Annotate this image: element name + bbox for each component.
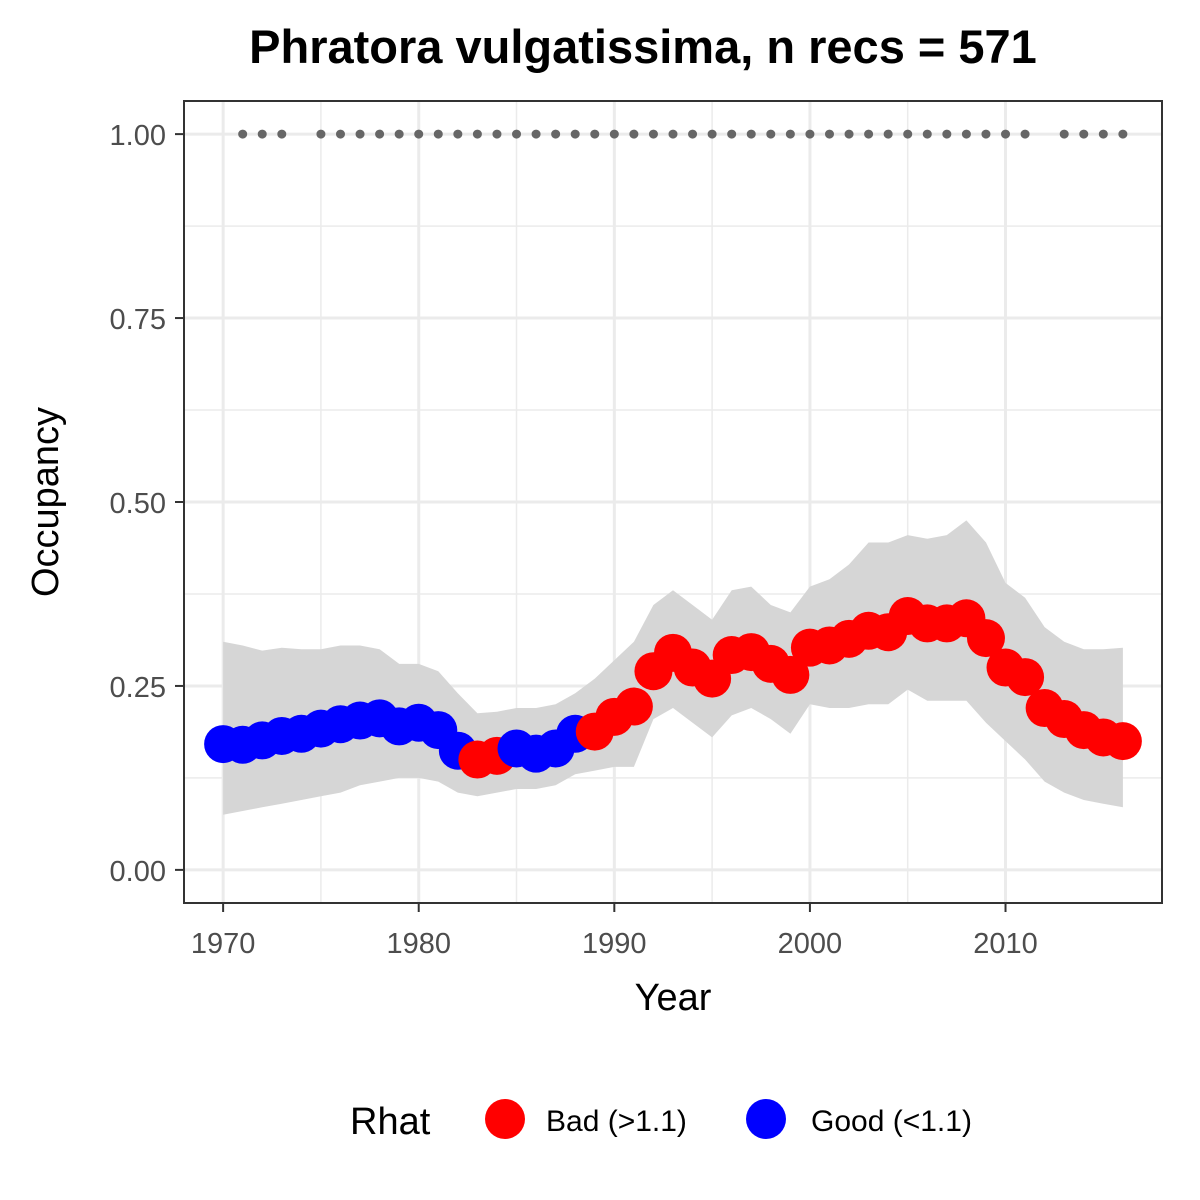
record-marker xyxy=(648,129,658,139)
record-marker xyxy=(433,129,443,139)
record-marker xyxy=(277,129,287,139)
record-marker xyxy=(707,129,717,139)
record-marker xyxy=(864,129,874,139)
record-marker xyxy=(981,129,991,139)
record-marker xyxy=(394,129,404,139)
record-marker xyxy=(922,129,932,139)
record-marker xyxy=(903,129,913,139)
legend-key-good xyxy=(746,1099,786,1139)
occupancy-point-bad xyxy=(966,619,1005,658)
record-marker xyxy=(1118,129,1128,139)
occupancy-point-bad xyxy=(614,687,653,726)
record-marker xyxy=(1059,129,1069,139)
legend: Rhat Bad (>1.1) Good (<1.1) xyxy=(350,1099,972,1143)
y-tick-label: 0.75 xyxy=(110,304,166,336)
y-axis-title: Occupancy xyxy=(25,407,67,597)
x-tick-label: 2000 xyxy=(778,928,843,960)
record-marker xyxy=(570,129,580,139)
record-marker xyxy=(472,129,482,139)
y-tick-label: 0.50 xyxy=(110,488,166,520)
legend-title: Rhat xyxy=(350,1101,431,1143)
occupancy-point-bad xyxy=(1006,658,1045,697)
x-tick-label: 1980 xyxy=(386,928,451,960)
chart-title: Phratora vulgatissima, n recs = 571 xyxy=(249,20,1037,73)
record-marker xyxy=(1098,129,1108,139)
axes: 1970 1980 1990 2000 2010 0.00 0.25 0.50 0.75 1.00 xyxy=(110,120,1038,960)
record-marker xyxy=(1001,129,1011,139)
record-marker xyxy=(512,129,522,139)
record-marker xyxy=(375,129,385,139)
record-marker xyxy=(453,129,463,139)
y-tick-label: 0.00 xyxy=(110,856,166,888)
record-marker xyxy=(335,129,345,139)
x-tick-label: 1990 xyxy=(582,928,647,960)
record-marker xyxy=(785,129,795,139)
record-marker xyxy=(355,129,365,139)
x-tick-label: 2010 xyxy=(973,928,1038,960)
occupancy-point-bad xyxy=(1103,722,1142,761)
record-marker xyxy=(531,129,541,139)
record-marker xyxy=(257,129,267,139)
record-marker xyxy=(238,129,248,139)
record-marker xyxy=(551,129,561,139)
occupancy-point-bad xyxy=(771,655,810,694)
record-marker xyxy=(316,129,326,139)
record-marker xyxy=(590,129,600,139)
record-marker xyxy=(688,129,698,139)
record-marker xyxy=(414,129,424,139)
record-marker xyxy=(766,129,776,139)
record-marker xyxy=(1020,129,1030,139)
record-marker xyxy=(844,129,854,139)
record-marker xyxy=(942,129,952,139)
record-marker xyxy=(668,129,678,139)
record-marker xyxy=(746,129,756,139)
legend-label-bad: Bad (>1.1) xyxy=(546,1105,687,1138)
y-tick-label: 1.00 xyxy=(110,120,166,152)
y-tick-label: 0.25 xyxy=(110,672,166,704)
record-marker xyxy=(883,129,893,139)
record-marker xyxy=(1079,129,1089,139)
record-marker xyxy=(824,129,834,139)
legend-label-good: Good (<1.1) xyxy=(811,1105,972,1138)
x-tick-label: 1970 xyxy=(191,928,256,960)
legend-key-bad xyxy=(485,1099,525,1139)
record-marker xyxy=(805,129,815,139)
x-axis-title: Year xyxy=(635,977,712,1019)
record-marker xyxy=(609,129,619,139)
record-marker xyxy=(727,129,737,139)
record-marker xyxy=(629,129,639,139)
record-year-markers xyxy=(238,129,1128,139)
occupancy-points xyxy=(204,597,1142,779)
record-marker xyxy=(961,129,971,139)
record-marker xyxy=(492,129,502,139)
